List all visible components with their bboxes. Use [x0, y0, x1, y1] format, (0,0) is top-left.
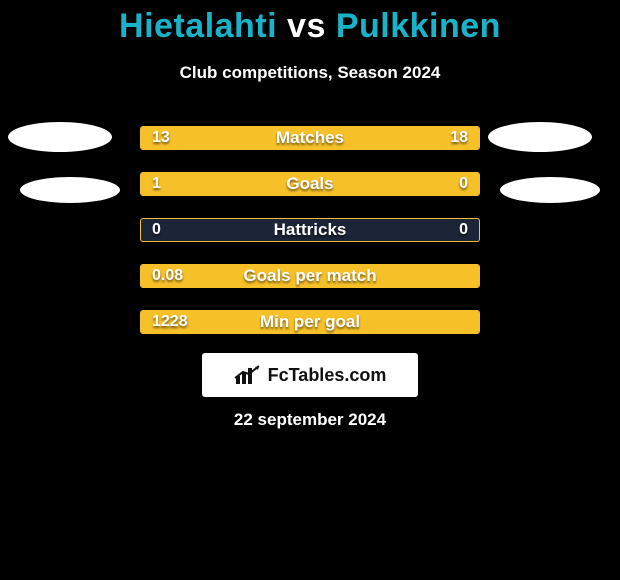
stat-row: Goals per match0.08 — [140, 264, 480, 288]
stat-bar-track — [140, 310, 480, 334]
team-badge-right — [488, 122, 592, 152]
stat-bar-left-fill — [141, 311, 479, 333]
source-logo-text: FcTables.com — [268, 365, 387, 386]
team-badge-left-2 — [20, 177, 120, 203]
source-logo: FcTables.com — [202, 353, 418, 397]
stat-bar-track — [140, 172, 480, 196]
stat-bar-track — [140, 218, 480, 242]
comparison-infographic: Hietalahti vs Pulkkinen Club competition… — [0, 0, 620, 580]
player-b-name: Pulkkinen — [336, 7, 501, 45]
stat-bar-left-fill — [141, 265, 479, 287]
stat-bar-left-fill — [141, 173, 398, 195]
page-title: Hietalahti vs Pulkkinen — [0, 7, 620, 46]
stat-row: Matches1318 — [140, 126, 480, 150]
stat-row: Hattricks00 — [140, 218, 480, 242]
subtitle: Club competitions, Season 2024 — [0, 63, 620, 83]
team-badge-right-2 — [500, 177, 600, 203]
stat-bar-track — [140, 126, 480, 150]
stat-bar-right-fill — [276, 127, 479, 149]
stat-bar-track — [140, 264, 480, 288]
stat-bar-left-fill — [141, 127, 276, 149]
stat-row: Min per goal1228 — [140, 310, 480, 334]
date-label: 22 september 2024 — [0, 410, 620, 430]
stat-bar-right-fill — [398, 173, 479, 195]
title-vs: vs — [287, 7, 326, 45]
player-a-name: Hietalahti — [119, 7, 277, 45]
barchart-icon — [234, 364, 262, 386]
team-badge-left — [8, 122, 112, 152]
stat-row: Goals10 — [140, 172, 480, 196]
